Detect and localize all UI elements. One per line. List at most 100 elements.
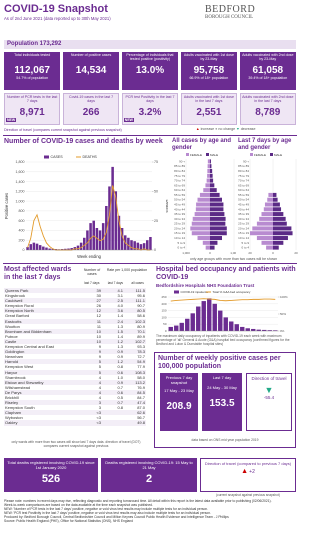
bar — [195, 207, 210, 212]
bar — [35, 243, 39, 250]
ward-value: 80.5 — [137, 308, 145, 314]
bar — [273, 245, 279, 250]
y-tick-label: 1,800 — [16, 160, 25, 164]
ward-value: 76.9 — [137, 384, 145, 390]
ward-row: Kingsbrook 30 3.1 95.6 — [4, 293, 146, 298]
value: 526 — [41, 473, 61, 485]
hospital-note: The maximum daily occupancy of inpatient… — [156, 334, 290, 346]
ward-value: <3 — [96, 415, 101, 421]
bar — [117, 215, 121, 250]
y-tick-label: 30 to 34 — [238, 217, 249, 221]
bar — [174, 325, 179, 331]
y2-tick-label: 100% — [280, 295, 288, 299]
badge: NEW — [6, 118, 17, 122]
bar — [210, 226, 227, 231]
bar — [273, 236, 288, 241]
ward-value: 4.1 — [117, 288, 123, 293]
ward-value: 90.7 — [137, 303, 145, 309]
bar — [259, 216, 273, 221]
tile-value: 13.0% — [135, 65, 165, 76]
ward-row: Cauldwell 27 2.5 111.1 — [4, 298, 146, 304]
bar — [252, 226, 273, 231]
dot-note: Direction of travel (compares current sn… — [4, 128, 122, 132]
y-tick-label: 0 to 4 — [241, 246, 249, 250]
ward-name: Riseley — [5, 400, 19, 406]
bar — [54, 249, 58, 250]
y-tick-label: 55 to 59 — [238, 193, 249, 197]
ward-name: Castle — [5, 338, 17, 344]
bar — [234, 324, 239, 331]
ward-value: 58.0 — [137, 374, 145, 380]
tile-value: 266 — [82, 107, 100, 118]
tile-week: Adults vaccinated with 2nd dose in the l… — [239, 93, 296, 125]
tile: Number of positive cases 14,534 — [62, 52, 120, 90]
bar — [101, 223, 105, 250]
ward-value: 4 — [98, 394, 101, 400]
tile-label: Adults vaccinated with 2nd dose in the l… — [242, 95, 294, 103]
y-tick-label: 30 to 34 — [174, 217, 185, 221]
y2-tick-label: 0% — [280, 329, 285, 333]
bar — [218, 310, 223, 331]
tile-value: 8,789 — [255, 107, 281, 118]
bar — [240, 326, 245, 331]
dot-legend: ▲ increase ● no change ▼ decrease — [196, 127, 256, 131]
col-subheader: last 7 days — [84, 281, 100, 285]
ward-value: 26 — [96, 303, 101, 309]
ward-row: Eastcotts 11 2.4 102.3 — [4, 318, 146, 324]
ward-value: 0.7 — [117, 384, 123, 390]
bar — [250, 231, 273, 236]
divider — [3, 135, 297, 136]
ward-value: 102.7 — [134, 338, 145, 344]
y-tick-label: 10 to 14 — [174, 236, 185, 240]
y-tick-label: 5 to 9 — [241, 241, 249, 245]
bar — [79, 242, 83, 250]
bar — [60, 249, 64, 250]
bar — [32, 242, 36, 250]
bar — [256, 236, 273, 241]
ward-value: 10 — [96, 338, 101, 344]
legend-label: CASES — [51, 155, 64, 159]
ward-name: Harrold — [5, 359, 19, 365]
ward-value: 9 — [98, 344, 101, 350]
footer-line: Source: Public Health England (PHE), Off… — [4, 519, 133, 523]
y-tick-label: 50 to 54 — [238, 198, 249, 202]
line — [170, 298, 276, 302]
tile: Total individuals tested 112,067 54.7% of … — [4, 52, 61, 90]
bar — [206, 178, 210, 183]
label: Direction of travel — [251, 376, 287, 381]
tile-label: PCR test Positivity in the last 7 days — [125, 95, 175, 103]
value: 2 — [145, 473, 153, 485]
bar — [205, 245, 210, 250]
bar — [268, 192, 273, 197]
tile-value: 8,971 — [19, 107, 45, 118]
footer-line: Produced by: Bedford Borough Council, Ce… — [4, 515, 229, 519]
ward-value: 1.5 — [117, 328, 123, 334]
tile-label: Number of positive cases — [70, 53, 112, 57]
ward-row: Oakley <3 49.8 — [4, 420, 146, 426]
bar — [149, 236, 152, 250]
ward-value: 10 — [96, 333, 101, 339]
logo-text: BOROUGH COUNCIL — [205, 15, 254, 20]
y-tick-label: 15 to 19 — [174, 231, 185, 235]
ward-value: 47.4 — [137, 400, 145, 406]
ward-name: Great Barford — [5, 313, 30, 319]
tile-week: Number of PCR tests in the last 7 days 8,… — [4, 93, 61, 125]
tile-label: Adults vaccinated with 1st dose in the l… — [183, 95, 234, 103]
bar — [168, 326, 173, 331]
bar — [51, 248, 55, 250]
y-tick-label: 75 to 79 — [174, 174, 185, 178]
y-tick-label: 25 to 29 — [174, 222, 185, 226]
bar — [210, 231, 227, 236]
bar — [273, 207, 282, 212]
footer-line: Week-to-week comparisons are based on th… — [4, 503, 153, 507]
bar — [29, 244, 32, 250]
value: +2 — [249, 469, 255, 475]
bar — [136, 242, 140, 250]
ward-name: Queens Park — [5, 288, 29, 293]
bar — [120, 228, 124, 250]
bar — [273, 212, 284, 217]
y-tick-label: 250 — [161, 295, 166, 299]
ward-value: <3 — [96, 420, 101, 426]
ward-row: Wootton 11 1.3 80.9 — [4, 324, 146, 329]
ward-value: 72.7 — [137, 354, 145, 360]
